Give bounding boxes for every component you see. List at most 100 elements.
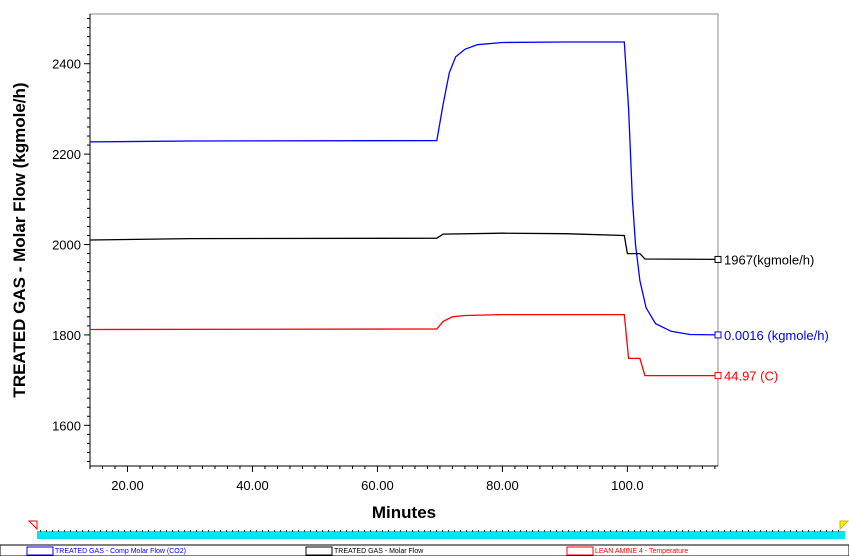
series-line-2 xyxy=(89,313,718,377)
scrollbar-dot xyxy=(700,530,701,532)
scrollbar-dot xyxy=(46,530,47,532)
legend-swatch-temperature xyxy=(566,546,594,556)
legend-label-temperature: LEAN AMINE 4 - Temperature xyxy=(595,548,688,555)
scrollbar-dot xyxy=(508,530,509,532)
scrollbar-dot xyxy=(514,530,515,532)
scrollbar-dot xyxy=(226,530,227,532)
scrollbar-dot xyxy=(616,530,617,532)
scrollbar-end-handle[interactable] xyxy=(839,520,849,531)
scrollbar-dot xyxy=(346,530,347,532)
scrollbar-dot xyxy=(190,530,191,532)
scrollbar-dot xyxy=(160,530,161,532)
scrollbar-dot xyxy=(826,530,827,532)
scrollbar-dot xyxy=(400,530,401,532)
scrollbar-dot xyxy=(802,530,803,532)
scrollbar-dot xyxy=(232,530,233,532)
scrollbar-dot xyxy=(466,530,467,532)
scrollbar-dot xyxy=(682,530,683,532)
scrollbar-dot xyxy=(580,530,581,532)
scrollbar-dot xyxy=(676,530,677,532)
scrollbar-dot xyxy=(772,530,773,532)
scrollbar-dot xyxy=(322,530,323,532)
scrollbar-dot xyxy=(838,530,839,532)
scrollbar-dot xyxy=(790,530,791,532)
scrollbar-dot xyxy=(280,530,281,532)
scrollbar-dot xyxy=(688,530,689,532)
scrollbar-dot xyxy=(376,530,377,532)
scrollbar-dot xyxy=(640,530,641,532)
scrollbar-dot xyxy=(748,530,749,532)
scrollbar-dot xyxy=(712,530,713,532)
scrollbar-dot xyxy=(778,530,779,532)
x-tick-label: 40.00 xyxy=(236,478,269,493)
scrollbar-dot xyxy=(184,530,185,532)
scrollbar-dot xyxy=(352,530,353,532)
scrollbar-dot xyxy=(766,530,767,532)
scrollbar-dot xyxy=(58,530,59,532)
scrollbar-dot xyxy=(784,530,785,532)
series-lines xyxy=(89,41,719,377)
scrollbar-track[interactable] xyxy=(37,531,845,539)
scrollbar-dot xyxy=(658,530,659,532)
series-end-marker-2 xyxy=(714,372,722,380)
scrollbar-start-handle[interactable] xyxy=(27,520,38,531)
scrollbar-dot xyxy=(742,530,743,532)
scrollbar-dot xyxy=(694,530,695,532)
scrollbar-dot xyxy=(526,530,527,532)
scrollbar-dot xyxy=(328,530,329,532)
y-tick-label: 2200 xyxy=(52,147,81,162)
y-tick-label: 1600 xyxy=(52,418,81,433)
scrollbar-dot xyxy=(286,530,287,532)
scrollbar-dot xyxy=(796,530,797,532)
scrollbar-dot xyxy=(262,530,263,532)
legend-label-molar-flow: TREATED GAS - Molar Flow xyxy=(334,548,424,555)
legend-label-co2: TREATED GAS - Comp Molar Flow (CO2) xyxy=(55,548,186,555)
scrollbar-dot xyxy=(82,530,83,532)
series-end-label-2: 44.97 (C) xyxy=(724,369,778,384)
scrollbar-dot xyxy=(610,530,611,532)
scrollbar-dot xyxy=(100,530,101,532)
scrollbar-dot xyxy=(592,530,593,532)
x-ticks: 20.00 40.00 60.00 80.00 100.0 xyxy=(111,466,644,493)
scrollbar-dot xyxy=(556,530,557,532)
scrollbar-dot xyxy=(220,530,221,532)
scrollbar-dot xyxy=(94,530,95,532)
scrollbar-dot xyxy=(598,530,599,532)
time-scrollbar[interactable] xyxy=(27,520,849,539)
scrollbar-dot xyxy=(202,530,203,532)
scrollbar-dot xyxy=(568,530,569,532)
scrollbar-dot xyxy=(622,530,623,532)
scrollbar-dot xyxy=(730,530,731,532)
scrollbar-dot xyxy=(448,530,449,532)
scrollbar-dot xyxy=(454,530,455,532)
scrollbar-dot xyxy=(424,530,425,532)
scrollbar-dot xyxy=(142,530,143,532)
scrollbar-dots xyxy=(40,530,839,532)
x-tick-label: 60.00 xyxy=(361,478,394,493)
scrollbar-dot xyxy=(436,530,437,532)
scrollbar-dot xyxy=(292,530,293,532)
y-tick-label: 2400 xyxy=(52,57,81,72)
scrollbar-dot xyxy=(478,530,479,532)
series-end-markers: 0.0016 (kgmole/h) 1967(kgmole/h) 44.97 (C) xyxy=(714,252,829,384)
legend: TREATED GAS - Comp Molar Flow (CO2) TREA… xyxy=(0,544,849,556)
scrollbar-dot xyxy=(490,530,491,532)
scrollbar-dot xyxy=(520,530,521,532)
scrollbar-dot xyxy=(340,530,341,532)
scrollbar-dot xyxy=(40,530,41,532)
scrollbar-dot xyxy=(172,530,173,532)
legend-item-co2: TREATED GAS - Comp Molar Flow (CO2) xyxy=(26,546,186,556)
scrollbar-dot xyxy=(130,530,131,532)
scrollbar-dot xyxy=(460,530,461,532)
x-tick-label: 100.0 xyxy=(611,478,644,493)
scrollbar-dot xyxy=(196,530,197,532)
scrollbar-dot xyxy=(496,530,497,532)
scrollbar-dot xyxy=(106,530,107,532)
scrollbar-dot xyxy=(208,530,209,532)
scrollbar-dot xyxy=(76,530,77,532)
scrollbar-dot xyxy=(532,530,533,532)
scrollbar-dot xyxy=(718,530,719,532)
scrollbar-dot xyxy=(112,530,113,532)
scrollbar-dot xyxy=(634,530,635,532)
scrollbar-dot xyxy=(370,530,371,532)
